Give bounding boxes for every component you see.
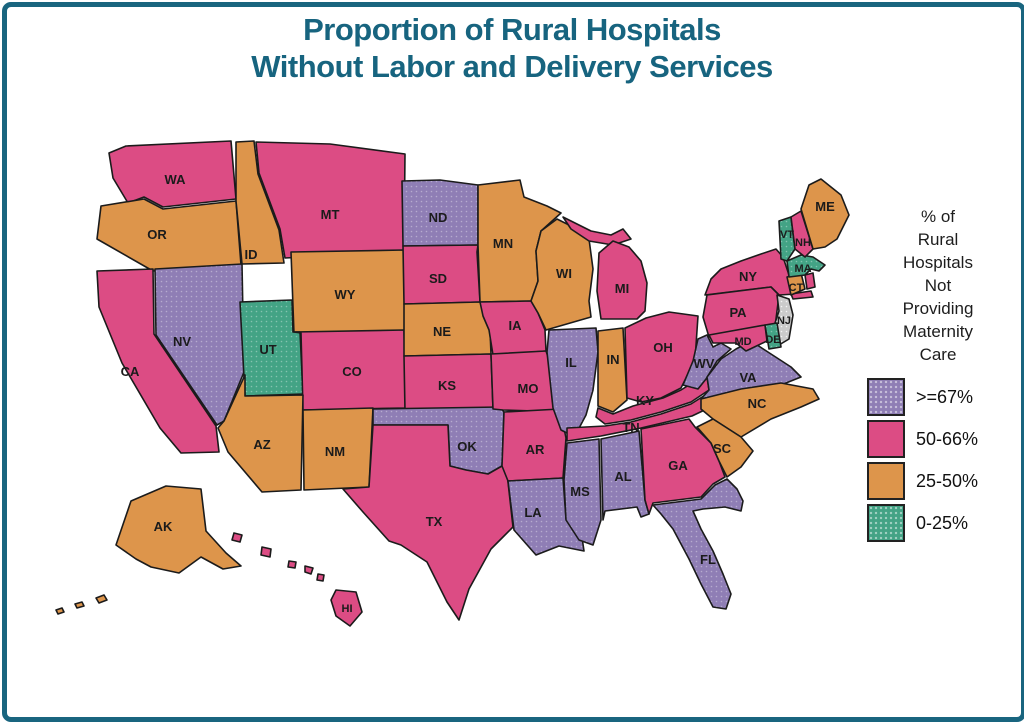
state-in xyxy=(597,327,628,413)
state-wy xyxy=(290,249,406,335)
state-ny xyxy=(704,248,802,296)
legend-row-ge67: >=67% xyxy=(867,378,1014,416)
state-hi xyxy=(304,565,314,575)
state-ri xyxy=(804,272,816,290)
legend-label-50-66: 50-66% xyxy=(916,428,979,449)
title-line-2: Without Labor and Delivery Services xyxy=(251,48,773,84)
legend-swatch-0-25 xyxy=(867,504,905,542)
state-id xyxy=(235,140,285,265)
state-ma xyxy=(786,254,826,278)
state-hi xyxy=(287,560,297,569)
legend-swatch-ge67 xyxy=(867,378,905,416)
state-nc xyxy=(700,382,820,438)
state-me xyxy=(800,178,850,250)
state-ar xyxy=(501,408,567,482)
state-fl xyxy=(652,478,744,610)
legend-row-50-66: 50-66% xyxy=(867,420,1014,458)
state-ak xyxy=(74,601,85,609)
legend-title: % of Rural Hospitals Not Providing Mater… xyxy=(902,207,974,364)
state-mi xyxy=(596,240,648,320)
state-de xyxy=(764,322,782,350)
state-or xyxy=(96,198,242,272)
legend-label-25-50: 25-50% xyxy=(916,470,979,491)
page-title: Proportion of Rural Hospitals Without La… xyxy=(0,12,1024,85)
legend-swatch-25-50 xyxy=(867,462,905,500)
state-hi xyxy=(260,546,272,558)
legend-rows: >=67% 50-66% 25-50% 0-25% xyxy=(867,378,1014,542)
state-sd xyxy=(402,244,481,305)
legend-label-ge67: >=67% xyxy=(916,386,974,407)
state-ak xyxy=(95,594,108,604)
legend-row-0-25: 0-25% xyxy=(867,504,1014,542)
state-ak xyxy=(115,485,242,574)
legend-row-25-50: 25-50% xyxy=(867,462,1014,500)
state-ms xyxy=(563,438,602,546)
state-ks xyxy=(403,353,494,412)
state-ak xyxy=(55,607,65,615)
state-hi xyxy=(330,589,363,627)
state-nm xyxy=(302,407,374,491)
state-sc xyxy=(696,418,754,478)
states-layer xyxy=(55,140,850,627)
state-ny xyxy=(790,290,814,300)
legend-label-0-25: 0-25% xyxy=(916,512,969,533)
state-wa xyxy=(108,140,237,208)
state-ne xyxy=(403,301,492,357)
state-hi xyxy=(316,573,325,582)
state-ga xyxy=(640,418,726,515)
state-al xyxy=(600,430,650,521)
state-tx xyxy=(342,424,514,621)
state-vt xyxy=(778,216,796,262)
state-hi xyxy=(231,532,243,543)
state-ca xyxy=(96,268,220,454)
state-nd xyxy=(401,179,479,247)
state-az xyxy=(217,374,304,493)
legend: % of Rural Hospitals Not Providing Mater… xyxy=(862,205,1014,542)
title-line-1: Proportion of Rural Hospitals xyxy=(303,12,721,47)
legend-swatch-50-66 xyxy=(867,420,905,458)
state-co xyxy=(293,329,407,411)
state-wi xyxy=(530,218,594,331)
state-nh xyxy=(790,210,814,258)
state-mi xyxy=(562,216,632,246)
